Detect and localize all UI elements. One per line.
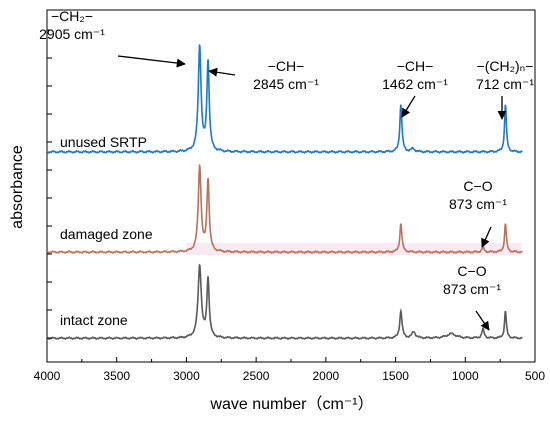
annotation-wavenumber: 873 cm⁻¹ [443,281,501,297]
annotation-group-label: −CH₂− [51,8,93,24]
annotation-wavenumber: 873 cm⁻¹ [449,196,507,212]
annotation-group-label: −CH− [268,58,305,74]
annotation-arrow [481,226,492,248]
x-tick-label: 4000 [34,369,61,383]
x-tick-label: 500 [525,369,545,383]
x-axis-title: wave number（cm⁻¹） [209,395,373,413]
series-line-damaged-zone [46,163,523,254]
x-tick-label: 2500 [243,369,270,383]
series-label: intact zone [60,312,128,328]
annotation-arrow [117,55,186,68]
series-label: damaged zone [60,226,153,242]
x-tick-label: 2000 [313,369,340,383]
annotation-group-label: −(CH₂)ₙ− [477,58,534,74]
x-tick-label: 1500 [382,369,409,383]
annotation-arrow [475,310,490,331]
x-tick-label: 3500 [103,369,130,383]
series-line-intact-zone [46,263,523,340]
annotation-wavenumber: 2845 cm⁻¹ [253,76,319,92]
series-line-unused-srtp [46,43,523,154]
x-tick-label: 3000 [173,369,200,383]
annotation-wavenumber: 2905 cm⁻¹ [39,26,105,42]
y-axis-title: absorbance [9,145,26,229]
annotation-group-label: C−O [463,178,492,194]
annotation-wavenumber: 1462 cm⁻¹ [382,76,448,92]
annotation-arrow [401,95,416,118]
series-label: unused SRTP [60,134,147,150]
annotation-arrow [208,67,236,77]
annotation-wavenumber: 712 cm⁻¹ [476,76,534,92]
x-tick-label: 1000 [452,369,479,383]
annotation-group-label: C−O [457,263,486,279]
annotation-group-label: −CH− [397,58,434,74]
